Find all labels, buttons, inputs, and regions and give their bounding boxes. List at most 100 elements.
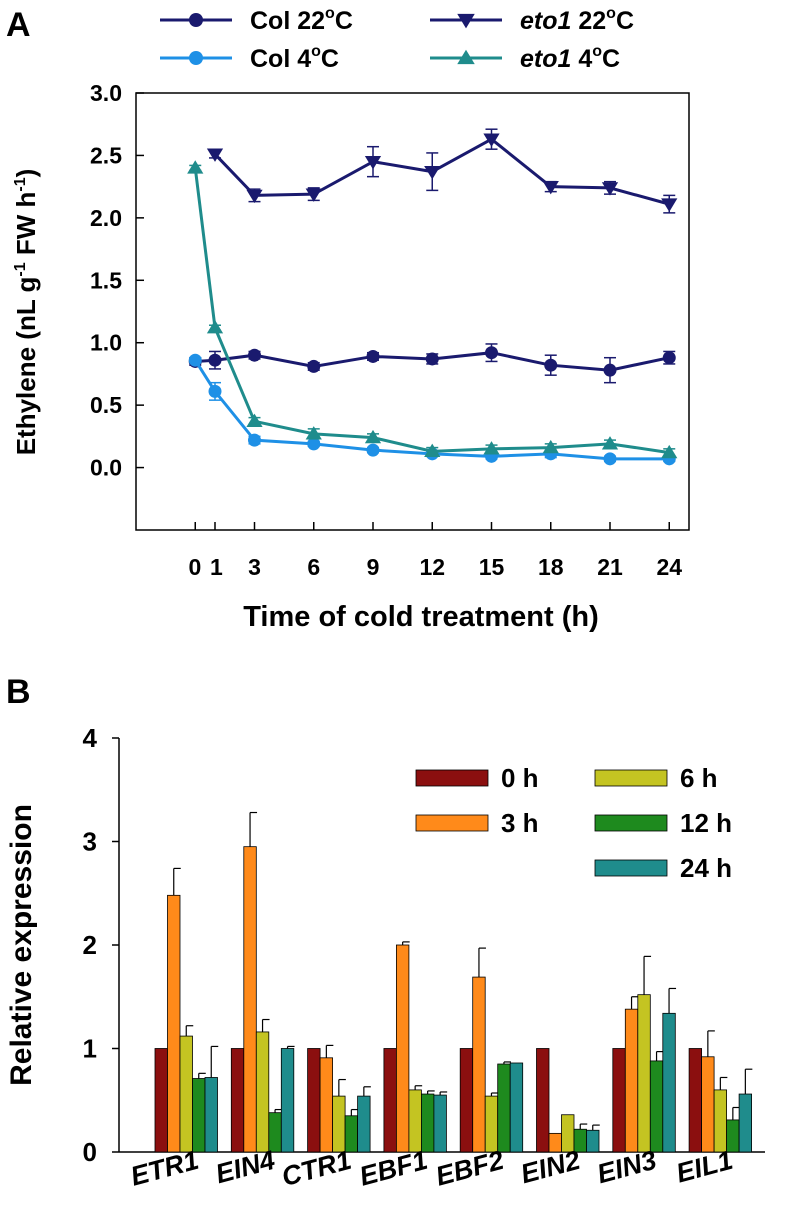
series-group-a [187,128,678,466]
bar [738,1093,752,1153]
degree-sign: o [311,43,321,60]
line-chart-panel-a: 3.0 2.5 2.0 1.5 1.0 0.5 0.0 0 1 3 6 9 12 15 18 21 24 Co… [11,5,690,633]
series-line-a-2 [213,137,670,206]
bar [472,976,486,1153]
ylabel-a-part-0: Ethylene (nL g [11,277,41,456]
degree-sign: o [325,5,335,22]
legend-unit: C [616,7,634,35]
bar [204,1077,218,1153]
data-point-a [542,180,559,195]
data-point-a [661,444,678,459]
legend-label-b: 6 h [680,763,718,793]
legend-item-b-0: 0 h [415,763,539,793]
legend-swatch-b [594,859,668,877]
bar-group-etr1 [154,867,219,1153]
legend-label-a: Col 4oC [250,43,339,73]
data-point-a [208,384,222,398]
y-tick-label-b: 1 [83,1034,97,1064]
bar-group-ebf2 [459,947,524,1153]
data-point-a [364,429,382,444]
bar [383,1048,397,1153]
degree-sign: o [606,5,616,22]
x-tick-label-a: 1 [210,554,223,580]
y-tick-label-a: 0.0 [90,455,122,481]
legend-unit: C [335,7,353,35]
x-tick-label-a: 15 [479,554,505,580]
bar [459,1048,474,1153]
series-line-a-0 [195,351,670,372]
bar [649,1060,664,1153]
legend-item-b-4: 24 h [594,853,732,883]
legend-swatch-b [594,814,668,832]
data-point-a [425,352,439,366]
legend-item-b-3: 12 h [594,808,732,838]
y-tick-label-a: 3.0 [90,80,122,106]
x-tick-label-a: 3 [248,554,261,580]
legend-name-prefix: Col [250,7,297,35]
x-tick-label-a: 9 [367,554,380,580]
bar-group-ein2 [536,1048,600,1153]
data-point-a [601,436,619,450]
data-point-a [206,148,224,162]
bar [509,1062,524,1153]
series-a-2 [206,128,678,214]
x-axis-label-a: Time of cold treatment (h) [243,601,599,633]
y-tick-label-a: 2.0 [90,205,122,231]
legend-name-suffix: 4 [571,45,592,73]
legend-swatch-b [594,769,668,787]
legend-name-suffix: 22 [571,7,606,35]
legend-name-prefix: eto1 [520,45,571,73]
data-point-a [364,155,382,170]
data-point-a [366,443,380,457]
legend-b: 0 h 3 h 6 h 12 h 24 h [415,763,732,883]
bar [357,1095,371,1153]
data-point-a [305,188,322,202]
data-point-a [248,433,261,447]
plot-frame-a [135,92,690,531]
data-point-a [662,351,676,365]
ylabel-a-sup-1: -1 [12,262,29,276]
bar [154,1048,168,1153]
data-point-a [603,452,617,466]
legend-unit: C [602,45,620,73]
data-point-a [206,320,224,334]
data-point-a [544,358,558,372]
data-point-a [187,160,204,174]
data-point-a [248,348,261,362]
data-point-a [305,426,322,440]
data-point-a [208,353,222,367]
legend-label-a: eto1 4oC [520,43,620,73]
bar [230,1048,245,1153]
panel-label-b: B [6,673,31,711]
bar [624,1008,639,1153]
series-line-a-3 [193,167,670,455]
data-point-a [483,133,500,147]
y-tick-label-a: 2.5 [90,142,122,168]
legend-name-suffix: 22 [297,7,325,35]
x-tick-label-a: 18 [538,554,564,580]
data-point-a [424,443,441,458]
data-point-a [601,182,619,196]
data-point-a [188,353,202,367]
legend-item-b-1: 3 h [415,808,539,838]
legend-item-a-3: eto1 4oC [430,43,620,73]
legend-swatch-marker-a [189,13,203,27]
data-point-a [246,413,263,428]
ylabel-a-sup-3: -1 [12,177,29,191]
y-axis-b: 4 3 2 1 0 [83,723,119,1167]
y-tick-label-b: 2 [83,930,97,960]
x-tick-label-a: 24 [656,554,682,580]
bar [586,1129,600,1153]
bar [662,1012,676,1153]
data-point-a [483,441,500,455]
legend-item-b-2: 6 h [594,763,718,793]
legend-unit: C [321,45,339,73]
x-tick-label-a: 0 [188,554,201,580]
y-axis-a: 3.0 2.5 2.0 1.5 1.0 0.5 0.0 [90,80,144,481]
legend-item-a-0: Col 22oC [160,5,353,35]
data-point-a [307,359,321,373]
bar [688,1048,702,1153]
